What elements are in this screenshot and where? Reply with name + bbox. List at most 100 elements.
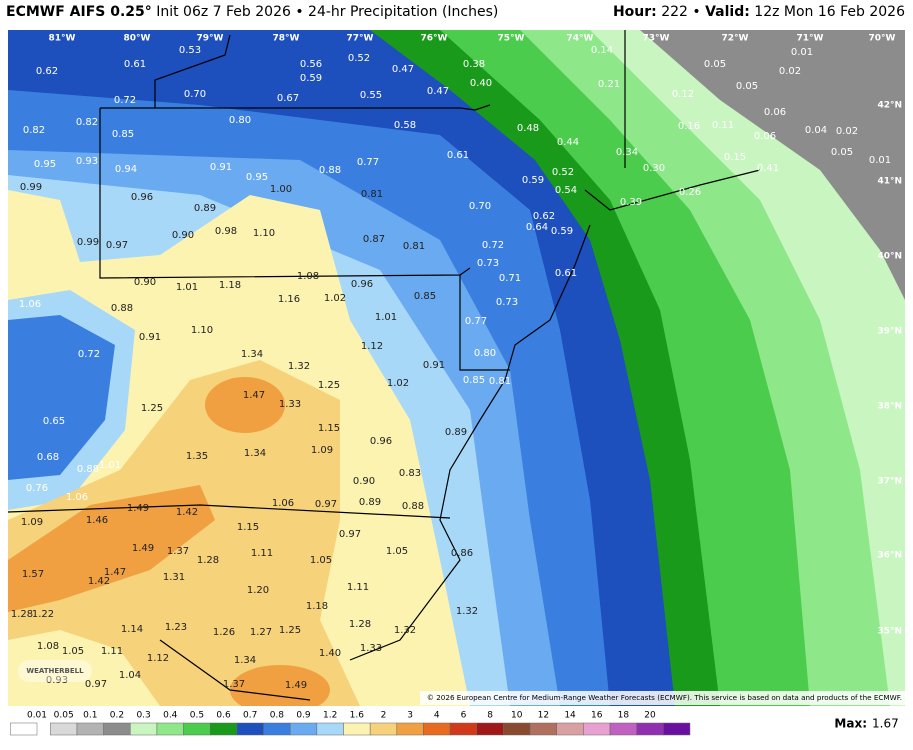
colorbar-swatch: [289, 722, 318, 736]
precip-value: 0.38: [463, 59, 485, 70]
precip-value: 1.01: [176, 282, 198, 293]
precip-value: 1.57: [22, 569, 44, 580]
colorbar-label: 2: [381, 711, 387, 721]
precip-value: 1.49: [285, 680, 307, 691]
precip-value: 0.59: [522, 175, 544, 186]
precip-value: 0.73: [496, 297, 518, 308]
longitude-label: 70°W: [869, 34, 896, 44]
precip-value: 1.32: [394, 625, 416, 636]
precip-value: 0.99: [77, 237, 99, 248]
colorbar-label: 18: [618, 711, 630, 721]
colorbar-label: 1.2: [323, 711, 337, 721]
precip-value: 1.28: [349, 619, 371, 630]
longitude-label: 78°W: [273, 34, 300, 44]
precip-value: 0.59: [300, 73, 322, 84]
precip-value: 1.06: [66, 492, 88, 503]
colorbar-swatch: [209, 722, 238, 736]
precip-value: 0.96: [351, 279, 373, 290]
precip-value: 0.91: [139, 332, 161, 343]
colorbar-label: 16: [591, 711, 603, 721]
title: ECMWF AIFS 0.25°: [6, 4, 152, 20]
colorbar-label: 3: [407, 711, 413, 721]
colorbar-swatch: [103, 722, 131, 736]
precip-value: 0.72: [78, 349, 100, 360]
precip-value: 0.80: [229, 115, 251, 126]
colorbar-swatch: [10, 722, 38, 736]
latitude-label: 38°N: [877, 402, 902, 412]
precip-value: 0.91: [210, 162, 232, 173]
max-label: Max:: [834, 717, 867, 731]
precip-value: 0.96: [131, 192, 153, 203]
colorbar-swatch: [663, 722, 691, 736]
precip-value: 0.70: [184, 89, 206, 100]
subtitle: Init 06z 7 Feb 2026 • 24-hr Precipitatio…: [156, 4, 499, 20]
precip-value: 0.65: [43, 416, 65, 427]
precip-value: 1.01: [375, 312, 397, 323]
latitude-label: 39°N: [877, 327, 902, 337]
precip-value: 0.61: [124, 59, 146, 70]
precip-value: 0.97: [315, 499, 337, 510]
colorbar-swatch: [183, 722, 211, 736]
precip-value: 0.62: [36, 66, 58, 77]
colorbar-label: 4: [434, 711, 440, 721]
header-left: ECMWF AIFS 0.25° Init 06z 7 Feb 2026 • 2…: [6, 4, 498, 20]
colorbar-swatch: [343, 722, 371, 736]
precip-value: 0.55: [360, 90, 382, 101]
precip-value: 1.10: [253, 228, 275, 239]
precip-value: 0.93: [76, 156, 98, 167]
header-right: Hour: 222 • Valid: 12z Mon 16 Feb 2026: [613, 4, 905, 20]
precip-value: 0.59: [551, 226, 573, 237]
precip-value: 0.61: [555, 268, 577, 279]
precip-value: 0.81: [403, 241, 425, 252]
colorbar-swatch: [156, 722, 184, 736]
precip-value: 0.97: [106, 240, 128, 251]
precip-value: 0.89: [445, 427, 467, 438]
precip-value: 0.90: [172, 230, 194, 241]
credit-bg: [420, 691, 905, 705]
precip-value: 0.72: [482, 240, 504, 251]
latitude-label: 35°N: [877, 627, 902, 637]
precip-value: 0.54: [555, 185, 577, 196]
precip-value: 0.52: [348, 53, 370, 64]
precip-value: 0.05: [831, 147, 853, 158]
precip-value: 0.05: [736, 81, 758, 92]
precip-value: 0.97: [85, 679, 107, 690]
precip-value: 1.37: [167, 546, 189, 557]
valid: 12z Mon 16 Feb 2026: [754, 4, 905, 20]
precip-value: 1.16: [278, 294, 300, 305]
precip-value: 0.12: [672, 89, 694, 100]
precip-value: 0.52: [552, 167, 574, 178]
precip-value: 0.86: [451, 548, 473, 559]
colorbar-label: 8: [487, 711, 493, 721]
precip-value: 1.25: [318, 380, 340, 391]
precip-value: 1.49: [132, 543, 154, 554]
longitude-label: 81°W: [49, 34, 76, 44]
precip-value: 1.27: [250, 627, 272, 638]
colorbar-label: 6: [461, 711, 467, 721]
colorbar-label: 0.2: [110, 711, 124, 721]
colorbar-label: 0.01: [27, 711, 47, 721]
precip-value: 0.88: [111, 303, 133, 314]
precip-value: 0.15: [724, 152, 746, 163]
precip-value: 0.62: [533, 211, 555, 222]
precip-value: 0.72: [114, 95, 136, 106]
precip-value: 0.44: [557, 137, 579, 148]
precip-value: 0.96: [370, 436, 392, 447]
precip-value: 1.00: [270, 184, 292, 195]
precip-value: 1.33: [360, 643, 382, 654]
precip-value: 0.94: [115, 164, 137, 175]
precip-value: 1.11: [347, 582, 369, 593]
colorbar-label: 0.8: [270, 711, 285, 721]
precip-value: 0.68: [37, 452, 59, 463]
precip-value: 1.20: [247, 585, 269, 596]
precip-value: 0.47: [427, 86, 449, 97]
colorbar-swatch: [423, 722, 451, 736]
precip-value: 0.83: [399, 468, 421, 479]
precip-value: 0.91: [423, 360, 445, 371]
colorbar-swatch: [636, 722, 664, 736]
precip-value: 0.26: [679, 187, 701, 198]
precip-value: 1.31: [163, 572, 185, 583]
colorbar-label: 1.6: [350, 711, 365, 721]
